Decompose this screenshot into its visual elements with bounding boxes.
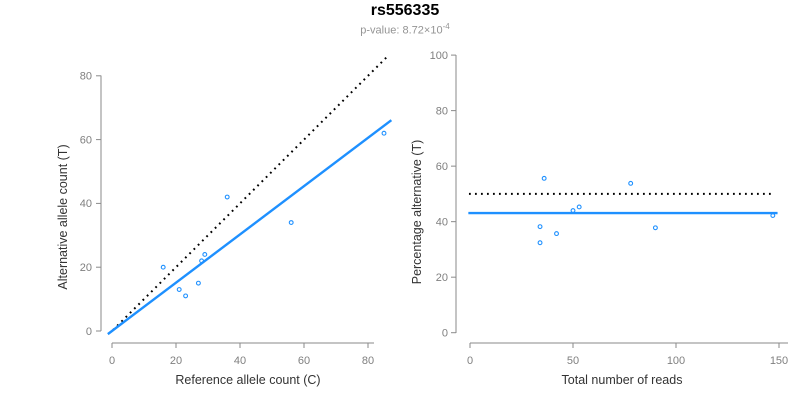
data-point	[554, 231, 559, 237]
y-axis-label: Alternative allele count (T)	[56, 144, 70, 289]
data-point	[183, 293, 189, 299]
x-axis-label: Total number of reads	[562, 373, 683, 387]
x-tick-label: 60	[298, 355, 310, 367]
identity-line	[112, 55, 388, 331]
allele-counts-plot: 0 20 40 60 80 0 20 40 60 80 Reference allele count…	[56, 55, 393, 387]
data-point	[176, 287, 182, 292]
x-tick-label: 80	[362, 355, 374, 367]
y-tick-label: 80	[436, 105, 448, 117]
y-tick-label: 100	[430, 50, 448, 62]
x-tick-label: 40	[234, 355, 246, 367]
data-point	[195, 280, 201, 286]
x-tick-label: 20	[170, 355, 182, 367]
y-tick-label: 80	[80, 71, 92, 83]
data-point	[199, 258, 205, 264]
x-tick-label: 0	[109, 355, 115, 367]
y-tick-label: 60	[436, 161, 448, 173]
y-axis-label: Percentage alternative (T)	[410, 140, 424, 285]
y-tick-label: 0	[86, 326, 92, 338]
x-axis-label: Reference allele count (C)	[175, 373, 320, 387]
x-tick-label: 100	[667, 355, 685, 367]
data-point	[628, 180, 634, 186]
data-point	[537, 240, 543, 246]
data-point	[576, 204, 582, 210]
x-tick-label: 50	[567, 355, 579, 367]
data-point	[770, 213, 776, 219]
y-tick-label: 40	[80, 198, 92, 210]
y-tick-label: 40	[436, 216, 448, 228]
x-tick-label: 150	[770, 355, 788, 367]
data-point	[224, 194, 230, 200]
y-tick-label: 20	[80, 262, 92, 274]
percentage-reads-plot: 0 50 100 150 0 20 40 60 80 100 Total number of rea…	[410, 50, 788, 387]
data-point	[570, 208, 576, 214]
y-tick-label: 20	[436, 272, 448, 284]
data-point	[202, 251, 208, 257]
data-point	[381, 130, 387, 136]
data-point	[537, 224, 543, 230]
data-point	[288, 220, 294, 225]
x-tick-label: 0	[467, 355, 473, 367]
data-point	[160, 264, 166, 270]
y-tick-label: 60	[80, 134, 92, 146]
y-tick-label: 0	[442, 328, 448, 340]
data-point	[541, 175, 547, 181]
fit-line	[107, 119, 393, 336]
data-point	[652, 225, 658, 231]
